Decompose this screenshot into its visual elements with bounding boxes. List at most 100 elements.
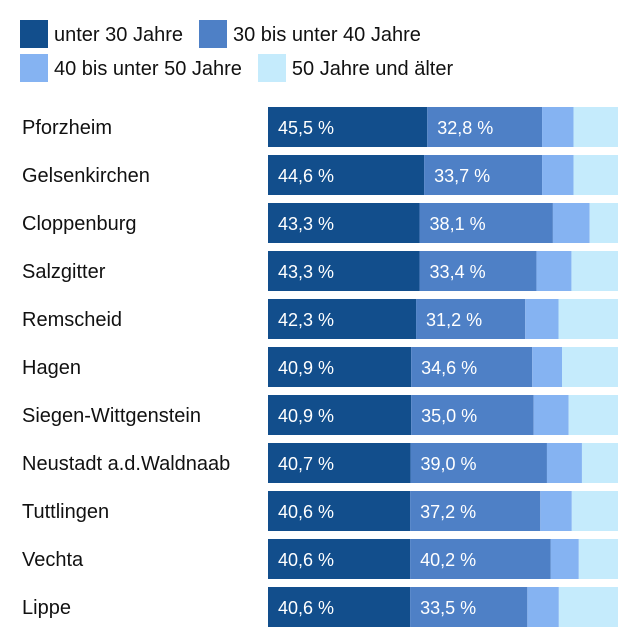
category-label: Siegen-Wittgenstein (22, 405, 201, 427)
value-label: 33,7 % (434, 166, 490, 186)
value-label: 31,2 % (426, 310, 482, 330)
category-label: Salzgitter (22, 261, 106, 283)
legend: unter 30 Jahre 30 bis unter 40 Jahre 40 bi… (20, 18, 620, 86)
legend-label: 30 bis unter 40 Jahre (232, 24, 421, 46)
value-label: 40,7 % (278, 454, 334, 474)
bar-segment (410, 587, 528, 627)
value-label: 34,6 % (421, 358, 477, 378)
bar-segment (410, 443, 547, 483)
value-label: 33,5 % (420, 598, 476, 618)
bar-row: Hagen 40,9 % 34,6 % (22, 347, 618, 387)
bar-segment (589, 203, 618, 243)
legend-label: 40 bis unter 50 Jahre (54, 58, 242, 80)
value-label: 42,3 % (278, 310, 334, 330)
bar-segment (533, 395, 569, 435)
legend-swatch (20, 54, 48, 82)
bar-segment (578, 539, 618, 579)
value-label: 40,6 % (278, 502, 334, 522)
bar-row: Remscheid 42,3 % 31,2 % (22, 299, 618, 339)
value-label: 32,8 % (437, 118, 493, 138)
legend-item: unter 30 Jahre (20, 18, 183, 52)
value-label: 40,6 % (278, 550, 334, 570)
bar-row: Salzgitter 43,3 % 33,4 % (22, 251, 618, 291)
bar-segment (424, 155, 543, 195)
value-label: 35,0 % (421, 406, 477, 426)
bar-segment (568, 395, 618, 435)
bar-segment (571, 491, 618, 531)
value-label: 45,5 % (278, 118, 334, 138)
bar-segment (268, 539, 411, 579)
bar-row: Vechta 40,6 % 40,2 % (22, 539, 618, 579)
category-label: Pforzheim (22, 117, 112, 139)
bar-row: Neustadt a.d.Waldnaab 40,7 % 39,0 % (22, 443, 618, 483)
value-label: 43,3 % (278, 262, 334, 282)
bar-segment (558, 299, 618, 339)
legend-item: 40 bis unter 50 Jahre (20, 52, 242, 86)
bar-segment (536, 251, 572, 291)
legend-label: 50 Jahre und älter (291, 58, 454, 80)
bar-row: Cloppenburg 43,3 % 38,1 % (22, 203, 618, 243)
bar-segment (573, 155, 618, 195)
value-label: 40,9 % (278, 358, 334, 378)
bar-segment (410, 539, 551, 579)
bar-segment (542, 107, 574, 147)
bar-row: Lippe 40,6 % 33,5 % (22, 587, 618, 627)
bar-row: Gelsenkirchen 44,6 % 33,7 % (22, 155, 618, 195)
value-label: 40,9 % (278, 406, 334, 426)
bar-segment (532, 347, 562, 387)
bar-segment (427, 107, 543, 147)
bar-segment (542, 155, 574, 195)
bar-segment (268, 395, 412, 435)
category-label: Lippe (22, 597, 71, 619)
value-label: 37,2 % (420, 502, 476, 522)
bar-segment (411, 347, 533, 387)
bar-segment (540, 491, 572, 531)
bar-segment (525, 299, 559, 339)
bar-row: Tuttlingen 40,6 % 37,2 % (22, 491, 618, 531)
bar-segment (268, 155, 425, 195)
legend-label: unter 30 Jahre (54, 24, 183, 46)
bar-segment (419, 203, 553, 243)
bar-segment (419, 251, 537, 291)
category-label: Cloppenburg (22, 213, 137, 235)
bar-segment (573, 107, 618, 147)
value-label: 38,1 % (430, 214, 486, 234)
bar-segment (581, 443, 618, 483)
bar-segment (558, 587, 618, 627)
bar-segment (268, 107, 428, 147)
bar-segment (571, 251, 618, 291)
bar-segment (562, 347, 618, 387)
bar-row: Pforzheim 45,5 % 32,8 % (22, 107, 618, 147)
category-label: Gelsenkirchen (22, 165, 150, 187)
bar-segment (268, 203, 420, 243)
bar-segment (268, 299, 417, 339)
bar-segment (552, 203, 590, 243)
category-label: Vechta (22, 549, 84, 571)
bar-segment (268, 587, 411, 627)
bar-segment (268, 491, 411, 531)
legend-swatch (20, 20, 48, 48)
value-label: 33,4 % (430, 262, 486, 282)
bar-segment (268, 251, 420, 291)
bar-segment (416, 299, 526, 339)
legend-swatch (198, 20, 227, 48)
value-label: 40,2 % (420, 550, 476, 570)
bar-segment (527, 587, 559, 627)
category-label: Neustadt a.d.Waldnaab (22, 453, 230, 475)
value-label: 43,3 % (278, 214, 334, 234)
bar-segment (550, 539, 579, 579)
legend-swatch (257, 54, 286, 82)
bar-segment (546, 443, 582, 483)
legend-item: 30 bis unter 40 Jahre (198, 18, 421, 52)
value-label: 39,0 % (420, 454, 476, 474)
category-label: Remscheid (22, 309, 122, 331)
legend-item: 50 Jahre und älter (257, 52, 454, 86)
value-label: 44,6 % (278, 166, 334, 186)
category-label: Hagen (22, 357, 81, 379)
value-label: 40,6 % (278, 598, 334, 618)
bar-row: Siegen-Wittgenstein 40,9 % 35,0 % (22, 395, 618, 435)
bar-segment (411, 395, 534, 435)
bar-segment (268, 347, 412, 387)
bar-segment (410, 491, 541, 531)
